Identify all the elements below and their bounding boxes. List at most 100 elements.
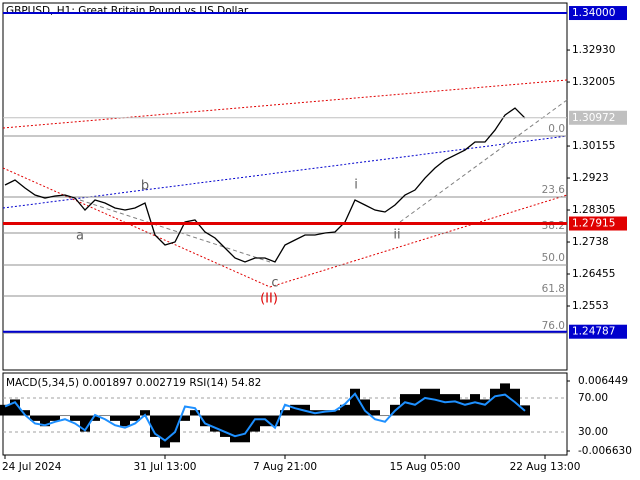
macd-bar (50, 415, 60, 421)
macd-bar (110, 415, 120, 421)
y-tick-label: 1.2923 (572, 172, 609, 184)
trend-line (79, 199, 271, 263)
macd-bar (470, 394, 480, 416)
macd-bar (260, 415, 270, 427)
rsi-line (4, 392, 526, 442)
price-line (4, 107, 526, 263)
y-tick-label: 1.32930 (572, 44, 615, 56)
trend-lines (2, 79, 568, 288)
macd-bar (480, 399, 490, 416)
macd-bar (170, 415, 180, 443)
macd-bar (270, 415, 280, 427)
y-tick-label: 1.30155 (572, 140, 615, 152)
macd-bar (500, 383, 510, 416)
level-label: 1.30972 (572, 112, 615, 124)
y-tick-label: 1.2553 (572, 300, 609, 312)
level-label: 1.34000 (572, 7, 615, 19)
wave-label: ii (393, 228, 400, 243)
macd-bar (320, 410, 330, 416)
macd-bar (220, 415, 230, 437)
y-tick-label: 0.006449 (578, 375, 628, 387)
wave-label: a (76, 229, 84, 244)
macd-bar (20, 410, 30, 416)
fib-label: 76.0 (542, 320, 565, 332)
macd-bar (160, 415, 170, 448)
x-tick-label: 15 Aug 05:00 (390, 461, 461, 473)
fib-label: 61.8 (542, 283, 565, 295)
macd-bar (400, 394, 410, 416)
y2-tick-label: 70.00 (578, 392, 608, 404)
macd-bar (150, 415, 160, 437)
y2-tick-label: 30.00 (578, 426, 608, 438)
macd-bar (30, 415, 40, 421)
indicator-title: MACD(5,34,5) 0.001897 0.002719 RSI(14) 5… (6, 377, 261, 389)
macd-bar (350, 388, 360, 416)
y-tick-label: -0.006630 (578, 445, 632, 457)
price-pane (2, 2, 568, 371)
indicator-title-part: MACD(5,34,5) (6, 377, 79, 389)
macd-bar (0, 404, 10, 416)
y-tick-label: 1.32005 (572, 76, 615, 88)
macd-bar (60, 415, 70, 417)
x-tick-label: 22 Aug 13:00 (510, 461, 581, 473)
macd-bar (440, 394, 450, 416)
y-tick-label: 1.26455 (572, 268, 615, 280)
chart-title: GBPUSD, H1: Great Britain Pound vs US Do… (6, 5, 249, 17)
wave-label: c (271, 276, 278, 291)
y-tick-label: 1.28305 (572, 204, 615, 216)
macd-bar (10, 399, 20, 416)
level-label-box (569, 216, 627, 231)
trend-line (2, 167, 271, 288)
macd-bar (80, 415, 90, 432)
macd-bar (190, 410, 200, 416)
level-label: 1.24787 (572, 326, 615, 338)
macd-bar (420, 388, 430, 416)
x-tick-label: 7 Aug 21:00 (253, 461, 317, 473)
macd-bar (180, 415, 190, 421)
fib-label: 23.6 (542, 184, 566, 196)
macd-bar (140, 410, 150, 416)
macd-bar (330, 410, 340, 416)
macd-bar (370, 410, 380, 416)
macd-bar (230, 415, 240, 443)
macd-bar (40, 415, 50, 427)
macd-bar (130, 415, 140, 421)
level-label: 1.27915 (572, 218, 615, 230)
indicator-title-part: 0.001897 (82, 377, 132, 389)
wave-label: (II) (260, 292, 278, 307)
trend-line (2, 135, 568, 209)
indicator-title-part: 54.82 (231, 377, 261, 389)
level-label-box (569, 110, 627, 125)
x-tick-label: 24 Jul 2024 (2, 461, 62, 473)
macd-bar (290, 404, 300, 416)
macd-bar (240, 415, 250, 443)
wave-label: i (354, 178, 358, 193)
macd-bar (90, 415, 100, 421)
indicator-title-part: RSI(14) (189, 377, 228, 389)
macd-bar (430, 388, 440, 416)
macd-bar (490, 388, 500, 416)
y-tick-label: 1.2738 (572, 236, 609, 248)
fib-label: 50.0 (542, 252, 565, 264)
macd-bar (340, 404, 350, 416)
macd-bar (200, 415, 210, 427)
macd-bar (70, 415, 80, 421)
macd-bar (280, 410, 290, 416)
macd-bar (250, 415, 260, 432)
macd-bar (120, 415, 130, 427)
indicator-title-part: 0.002719 (136, 377, 186, 389)
macd-bar (360, 399, 370, 416)
macd-bar (450, 394, 460, 416)
wave-label: b (141, 179, 149, 194)
level-label-box (569, 324, 627, 339)
macd-bar (380, 415, 390, 417)
macd-bar (210, 415, 220, 432)
fib-label: 38.2 (542, 220, 565, 232)
macd-bar (460, 399, 470, 416)
level-label-box (569, 6, 627, 21)
macd-bar (100, 415, 110, 417)
x-tick-label: 31 Jul 13:00 (134, 461, 197, 473)
fib-label: 0.0 (548, 123, 565, 135)
